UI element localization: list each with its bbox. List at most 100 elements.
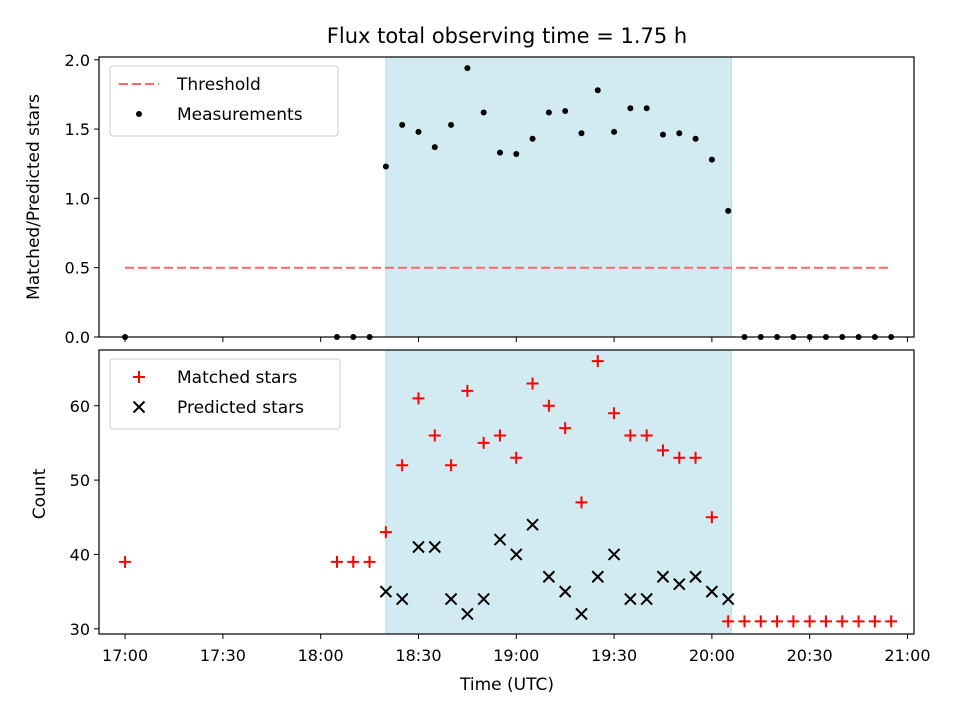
matched-star-point xyxy=(461,384,474,397)
measurement-point xyxy=(594,87,601,94)
y-tick-label: 60 xyxy=(70,397,90,416)
measurement-point xyxy=(382,163,389,170)
matched-star-point xyxy=(787,615,800,628)
matched-star-point xyxy=(754,615,767,628)
matched-star-point xyxy=(640,429,653,442)
matched-star-point xyxy=(689,451,702,464)
measurement-point xyxy=(708,156,715,163)
matched-star-point xyxy=(330,555,343,568)
measurement-point xyxy=(496,149,503,156)
legend: Matched stars Predicted stars xyxy=(109,358,341,430)
predicted-star-point xyxy=(656,570,670,583)
matched-star-point xyxy=(428,429,441,442)
y-tick-label: 30 xyxy=(70,620,90,639)
x-tick-label: 19:30 xyxy=(591,646,637,665)
measurement-point xyxy=(692,135,699,142)
chart-title: Flux total observing time = 1.75 h xyxy=(327,24,687,48)
predicted-star-point xyxy=(640,592,653,606)
predicted-star-point xyxy=(591,570,604,583)
axes-frame xyxy=(98,56,915,338)
matched-star-point xyxy=(379,526,392,539)
axes-frame xyxy=(98,349,915,635)
matched-star-point xyxy=(868,615,881,628)
y-tick-label: 40 xyxy=(70,545,90,564)
predicted-star-point xyxy=(689,570,702,583)
predicted-star-point xyxy=(493,533,507,546)
measurement-point xyxy=(480,109,487,116)
measurement-point xyxy=(464,65,471,72)
top-y-axis-label: Matched/Predicted stars xyxy=(24,94,44,300)
predicted-star-point xyxy=(542,570,556,583)
matched-star-point xyxy=(412,392,425,405)
measurement-point xyxy=(415,128,422,135)
matched-star-point xyxy=(559,422,572,435)
matched-star-point xyxy=(526,377,539,390)
legend-swatch xyxy=(133,371,145,383)
predicted-star-point xyxy=(461,607,474,621)
legend-measurements: Measurements xyxy=(177,105,303,125)
matched-star-point xyxy=(493,429,506,442)
predicted-star-point xyxy=(379,585,393,598)
x-tick-label: 20:00 xyxy=(689,646,735,665)
x-axis-label: Time (UTC) xyxy=(459,675,554,695)
predicted-star-point xyxy=(558,585,572,598)
observing-window-shade xyxy=(385,349,732,635)
matched-star-point xyxy=(363,555,376,568)
x-tick-label: 17:00 xyxy=(102,646,148,665)
measurement-point xyxy=(513,151,520,158)
measurement-point xyxy=(627,105,634,112)
matched-star-point xyxy=(803,615,816,628)
matched-star-point xyxy=(347,555,360,568)
matched-star-point xyxy=(656,444,669,457)
y-tick-label: 0.5 xyxy=(65,259,90,278)
predicted-star-point xyxy=(412,540,425,554)
measurement-point xyxy=(725,207,732,214)
matched-star-point xyxy=(771,615,784,628)
matched-star-point xyxy=(119,555,132,568)
measurement-point xyxy=(431,144,438,151)
y-tick-label: 50 xyxy=(70,471,90,490)
matched-star-point xyxy=(738,615,751,628)
legend-matched-stars: Matched stars xyxy=(177,368,297,388)
predicted-star-point xyxy=(624,592,637,606)
x-tick-label: 18:30 xyxy=(395,646,441,665)
matched-star-point xyxy=(445,459,458,472)
measurement-point xyxy=(611,128,618,135)
matched-star-point xyxy=(836,615,849,628)
matched-star-point xyxy=(885,615,898,628)
matched-star-point xyxy=(852,615,865,628)
matched-star-point xyxy=(575,496,588,509)
x-tick-label: 17:30 xyxy=(200,646,246,665)
x-tick-label: 19:00 xyxy=(493,646,539,665)
matched-star-point xyxy=(510,451,523,464)
x-tick-label: 18:00 xyxy=(298,646,344,665)
observing-window-shade xyxy=(385,56,732,338)
top-panel: 0.0 0.5 1.0 1.5 2.0 Threshold Measurements xyxy=(65,51,915,347)
legend-threshold: Threshold xyxy=(176,75,261,95)
matched-star-point xyxy=(608,407,621,420)
predicted-star-point xyxy=(428,540,441,554)
bottom-panel: 17:00 17:30 18:00 18:30 19:00 19:30 20:00 20:30… xyxy=(70,349,931,665)
measurement-point xyxy=(643,105,650,112)
y-tick-label: 2.0 xyxy=(65,51,90,70)
matched-star-point xyxy=(542,399,555,412)
predicted-star-point xyxy=(444,592,458,606)
matched-star-point xyxy=(819,615,832,628)
x-tick-label: 20:30 xyxy=(787,646,833,665)
legend-box xyxy=(109,65,339,137)
predicted-star-point xyxy=(526,518,539,531)
legend-box xyxy=(109,358,341,430)
matched-star-point xyxy=(396,459,409,472)
predicted-star-point xyxy=(607,548,621,561)
y-tick-label: 1.5 xyxy=(65,120,90,139)
y-tick-label: 0.0 xyxy=(65,328,90,347)
measurement-point xyxy=(562,108,569,115)
legend: Threshold Measurements xyxy=(109,65,339,137)
measurement-point xyxy=(529,135,536,142)
measurement-point xyxy=(399,121,406,128)
x-tick-label: 21:00 xyxy=(884,646,930,665)
bottom-y-axis-label: Count xyxy=(30,468,50,519)
matched-star-point xyxy=(722,615,735,628)
legend-swatch xyxy=(132,400,146,414)
